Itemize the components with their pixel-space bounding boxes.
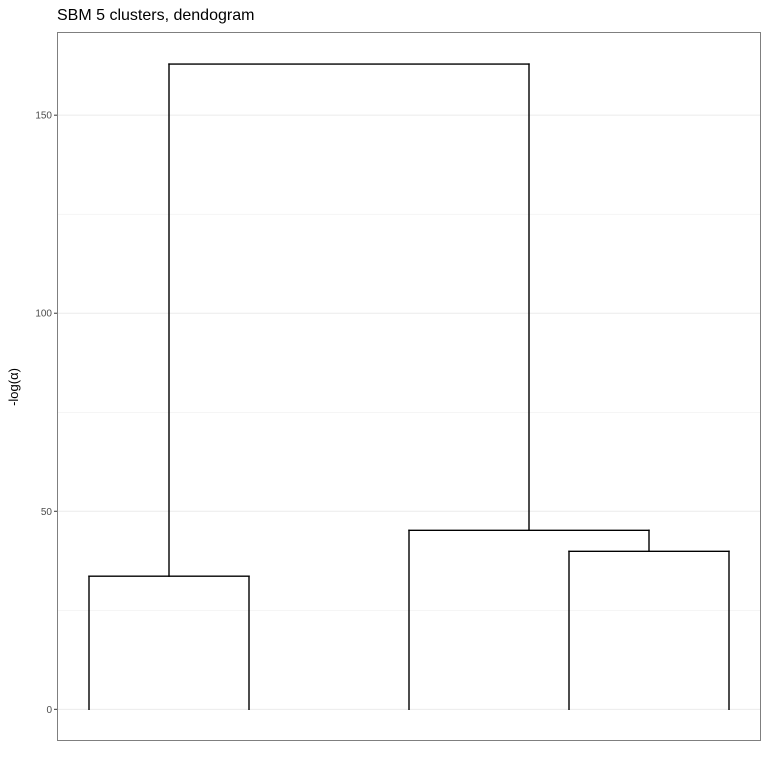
gridlines: [57, 114, 761, 710]
y-axis-label: -log(α): [6, 368, 21, 406]
chart-title: SBM 5 clusters, dendogram: [57, 7, 254, 24]
y-tick-label: 50: [41, 507, 53, 518]
panel-border: [57, 32, 761, 741]
dendrogram-segments: [88, 63, 730, 711]
y-tick-label: 100: [35, 309, 52, 320]
y-axis: 0 50 100 150: [35, 111, 57, 716]
y-tick-label: 0: [46, 705, 52, 716]
y-tick-label: 150: [35, 111, 52, 122]
